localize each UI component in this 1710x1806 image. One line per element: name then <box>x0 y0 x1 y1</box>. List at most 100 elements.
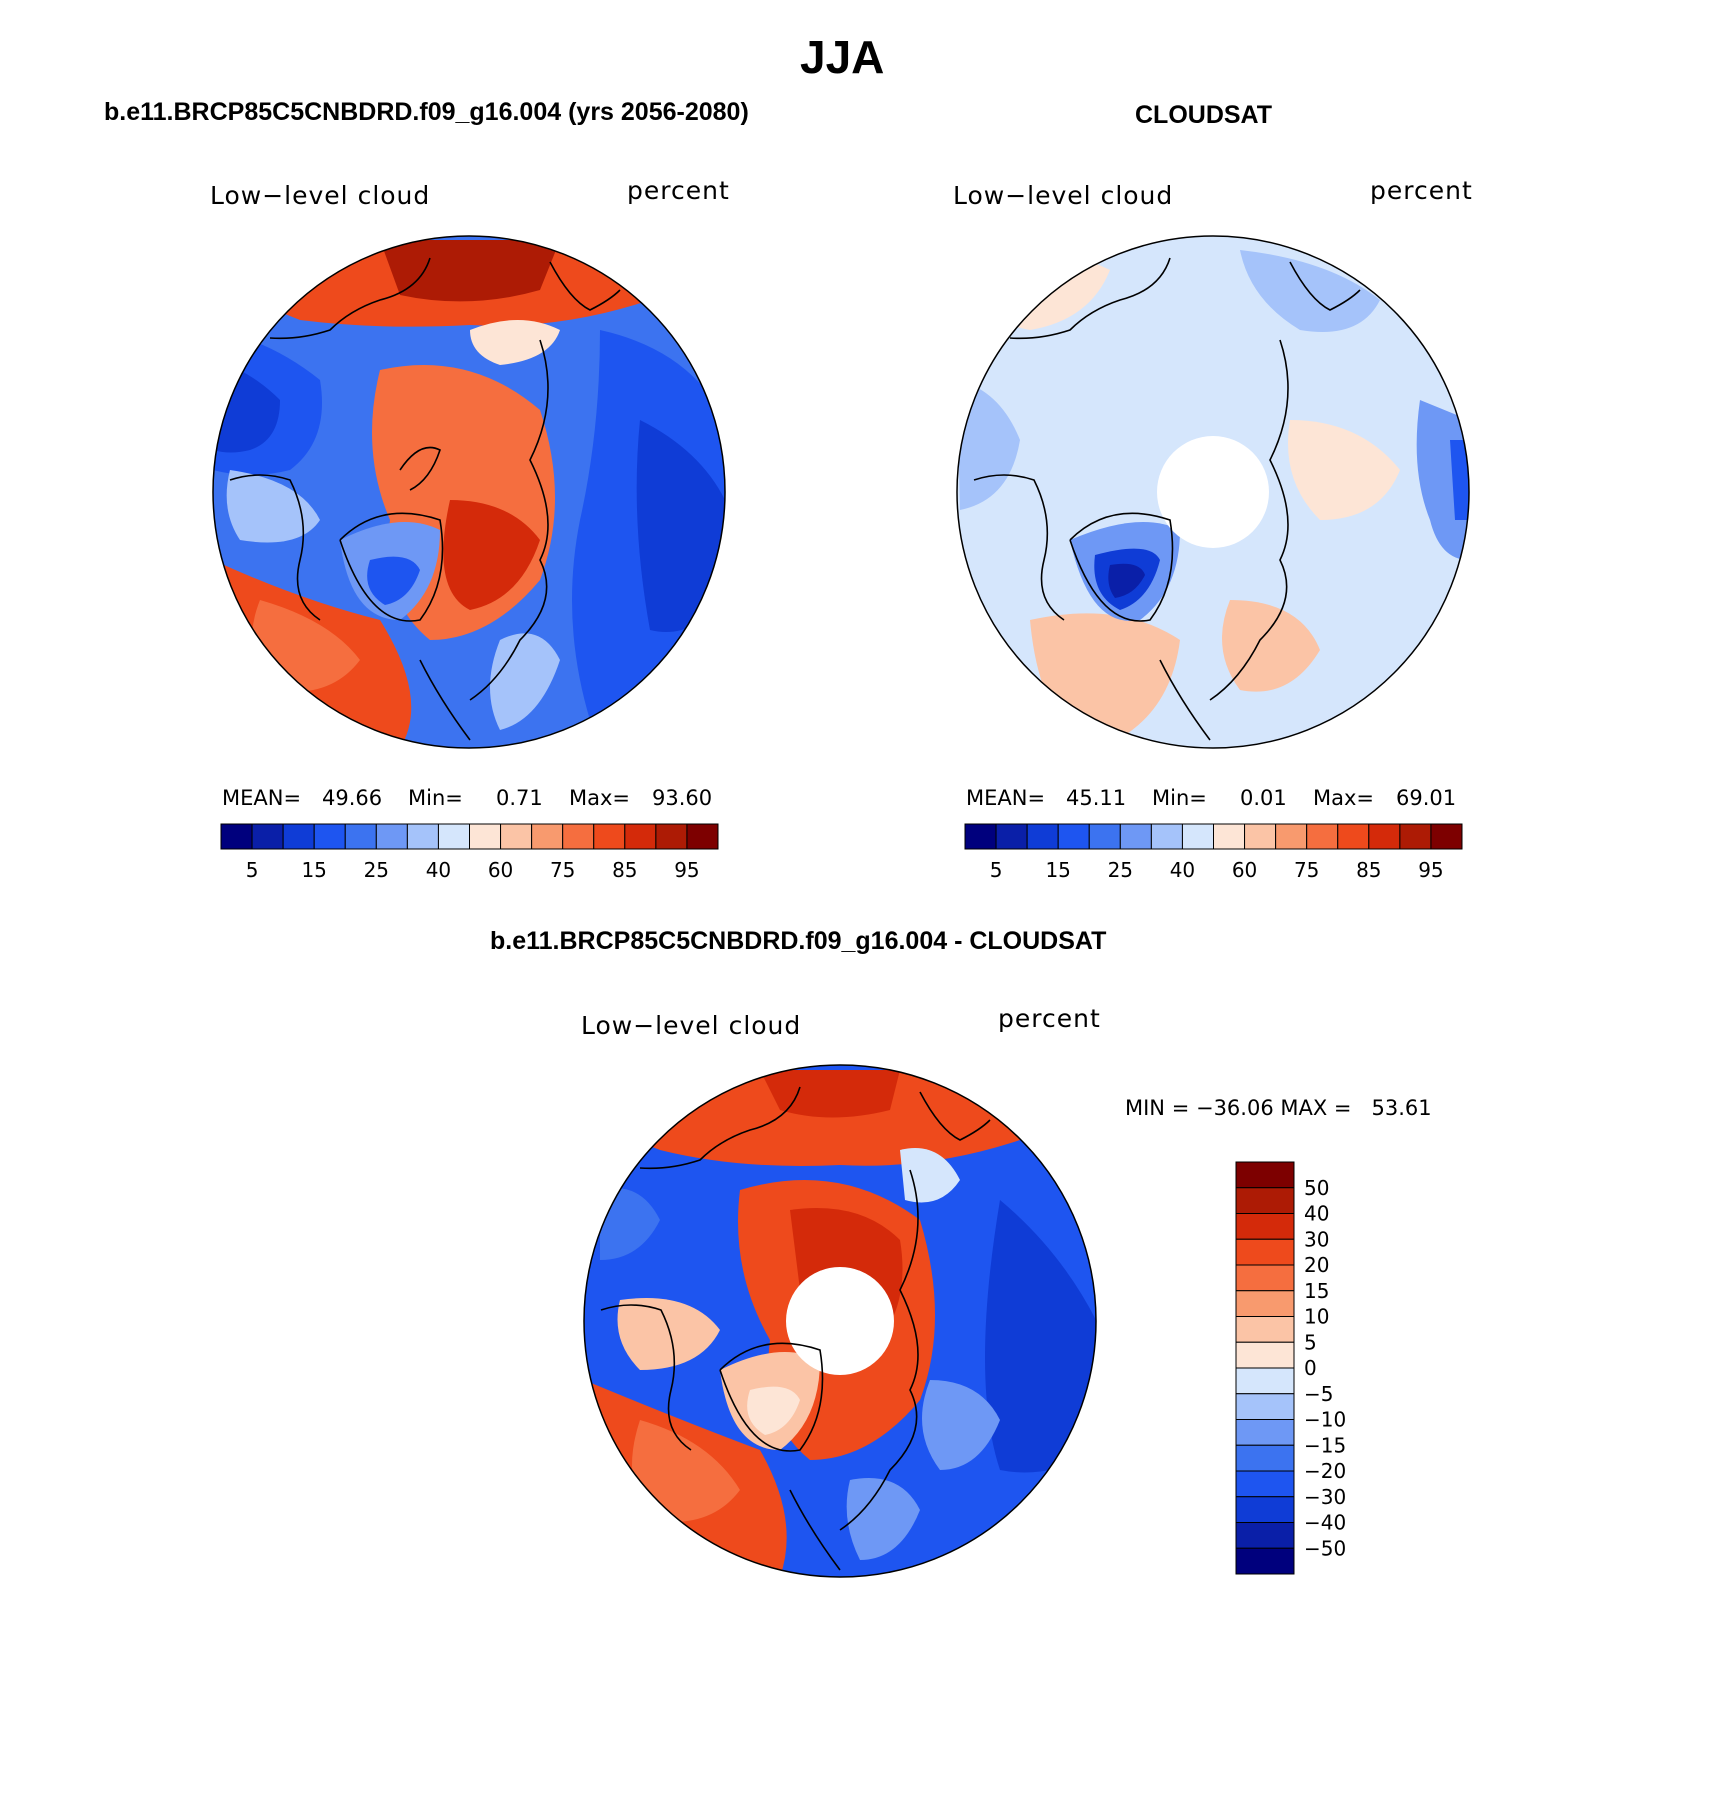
panel2-colorbar-swatch <box>1244 823 1277 850</box>
panel1-colorbar-swatch <box>344 823 377 850</box>
panel3-colorbar-tick-label: −40 <box>1304 1511 1346 1535</box>
panel3-colorbar-swatch <box>1235 1367 1295 1395</box>
panel1-colorbar-tick-label: 60 <box>488 858 513 882</box>
panel3-colorbar-swatch <box>1235 1470 1295 1498</box>
panel3-colorbar-tick-label: 40 <box>1304 1202 1329 1226</box>
panel2-colorbar-swatch <box>1306 823 1339 850</box>
panel3-coastlines <box>600 1086 991 1571</box>
panel2-colorbar-swatch <box>1430 823 1463 850</box>
panel1-colorbar-swatch <box>220 823 253 850</box>
panel3-colorbar-swatch <box>1235 1547 1295 1575</box>
panel2-min-value: 0.01 <box>1240 786 1287 810</box>
panel2-colorbar-swatch <box>1150 823 1183 850</box>
panel2-colorbar-swatch <box>1275 823 1308 850</box>
panel2-title: CLOUDSAT <box>1135 101 1273 129</box>
panel3-colorbar-swatch <box>1235 1419 1295 1446</box>
panel1-colorbar-tick-label: 5 <box>246 858 259 882</box>
panel1-mean-label: MEAN= <box>222 786 302 810</box>
panel2-colorbar-tick-label: 15 <box>1045 858 1070 882</box>
panel1-map-border <box>212 235 726 749</box>
panel1-variable-label: Low−level cloud <box>210 181 431 210</box>
panel3-map-border <box>583 1064 1097 1578</box>
panel1-colorbar-swatch <box>686 823 719 850</box>
panel3-colorbar-tick-label: 10 <box>1304 1305 1329 1329</box>
panel3-colorbar-swatch <box>1235 1161 1295 1189</box>
panel3-colorbar-tick-label: 30 <box>1304 1227 1329 1251</box>
panel1-colorbar-tick-label: 85 <box>612 858 637 882</box>
panel2-colorbar-swatch <box>995 823 1028 850</box>
panel2-colorbar-tick-label: 85 <box>1356 858 1381 882</box>
panel2-colorbar-swatch <box>1337 823 1370 850</box>
panel2-colorbar-swatch <box>1088 823 1121 850</box>
panel2-colorbar-tick-label: 60 <box>1232 858 1257 882</box>
panel3-colorbar-tick-label: 20 <box>1304 1253 1329 1277</box>
panel1-colorbar-tick-label: 95 <box>674 858 699 882</box>
panel1-colorbar-tick-label: 15 <box>301 858 326 882</box>
panel2-min-label: Min= <box>1152 786 1207 810</box>
panel3-colorbar-tick-label: −15 <box>1304 1433 1346 1457</box>
panel3-colorbar-tick-label: −5 <box>1304 1382 1333 1406</box>
panel2-colorbar-swatch <box>1057 823 1090 850</box>
panel3-colorbar-swatch <box>1235 1238 1295 1266</box>
panel1-colorbar-swatch <box>469 823 502 850</box>
panel3-colorbar-swatch <box>1235 1213 1295 1240</box>
panel2-mean-label: MEAN= <box>966 786 1046 810</box>
panel1-colorbar-swatch <box>562 823 595 850</box>
panel1-max-label: Max= <box>569 786 631 810</box>
panel1-min-value: 0.71 <box>496 786 543 810</box>
panel1-colorbar-swatch <box>624 823 657 850</box>
panel2-colorbar-swatch <box>1213 823 1246 850</box>
panel1-colorbar-tick-label: 25 <box>364 858 389 882</box>
panel2-map <box>957 236 1469 748</box>
panel3-colorbar-tick-label: 0 <box>1304 1356 1317 1380</box>
panel1-max-value: 93.60 <box>652 786 713 810</box>
panel2-colorbar-swatch <box>1368 823 1401 850</box>
panel1-colorbar-swatch <box>531 823 564 850</box>
panel3-colorbar-tick-label: 15 <box>1304 1279 1329 1303</box>
panel1-units-label: percent <box>627 176 730 205</box>
panel3-colorbar-swatch <box>1235 1496 1295 1523</box>
panel3-colorbar-tick-label: −50 <box>1304 1536 1346 1560</box>
panel3-colorbar-tick-label: 50 <box>1304 1176 1329 1200</box>
panel3-colorbar-tick-label: 5 <box>1304 1330 1317 1354</box>
panel2-variable-label: Low−level cloud <box>953 181 1174 210</box>
panel1-colorbar-swatch <box>313 823 346 850</box>
panel3-title: b.e11.BRCP85C5CNBDRD.f09_g16.004 - CLOUD… <box>490 927 1107 955</box>
panel1-coastlines <box>229 257 621 741</box>
panel2-colorbar-swatch <box>1026 823 1059 850</box>
panel2-colorbar-tick-label: 95 <box>1418 858 1443 882</box>
panel3-map <box>584 1065 1096 1577</box>
panel1-colorbar-tick-label: 40 <box>426 858 451 882</box>
panel1-colorbar: 5 15 25 40 60 75 85 95 <box>220 823 719 882</box>
panel2-mean-value: 45.11 <box>1066 786 1127 810</box>
panel2-colorbar-tick-label: 5 <box>990 858 1003 882</box>
panel2-colorbar-tick-label: 40 <box>1170 858 1195 882</box>
panel2-units-label: percent <box>1370 176 1473 205</box>
panel1-colorbar-swatch <box>655 823 688 850</box>
panel1-colorbar-tick-label: 75 <box>550 858 575 882</box>
panel3-colorbar-tick-label: −20 <box>1304 1459 1346 1483</box>
panel1-title: b.e11.BRCP85C5CNBDRD.f09_g16.004 (yrs 20… <box>104 98 749 126</box>
panel2-max-value: 69.01 <box>1396 786 1457 810</box>
panel2-colorbar-swatch <box>1181 823 1214 850</box>
panel3-units-label: percent <box>998 1004 1101 1033</box>
panel3-colorbar-swatch <box>1235 1316 1295 1343</box>
panel3-colorbar-tick-label: −30 <box>1304 1485 1346 1509</box>
panel3-minmax-text: MIN = −36.06 MAX = 53.61 <box>1125 1096 1432 1120</box>
panel3-variable-label: Low−level cloud <box>581 1011 802 1040</box>
figure-title: JJA <box>800 31 885 83</box>
panel2-colorbar: 5 15 25 40 60 75 85 95 <box>964 823 1463 882</box>
panel2-max-label: Max= <box>1313 786 1375 810</box>
panel1-colorbar-swatch <box>500 823 533 850</box>
panel2-map-border <box>956 235 1470 749</box>
panel1-colorbar-swatch <box>375 823 408 850</box>
panel3-colorbar-tick-label: −10 <box>1304 1408 1346 1432</box>
panel1-colorbar-swatch <box>282 823 315 850</box>
panel2-colorbar-swatch <box>1119 823 1152 850</box>
panel3-colorbar-swatch <box>1235 1187 1295 1214</box>
panel1-mean-value: 49.66 <box>322 786 383 810</box>
panel3-colorbar-swatch <box>1235 1341 1295 1369</box>
panel1-min-label: Min= <box>408 786 463 810</box>
